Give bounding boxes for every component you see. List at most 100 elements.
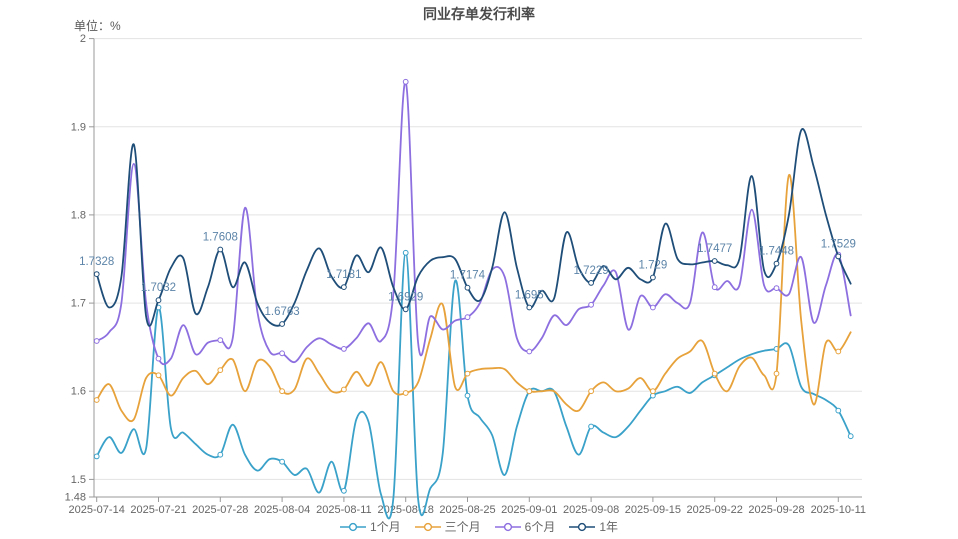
data-point-marker[interactable]: [217, 246, 224, 253]
legend-item-1年[interactable]: 1年: [569, 518, 618, 535]
legend-label: 6个月: [524, 520, 556, 534]
data-label: 1.6763: [265, 306, 300, 318]
data-point-marker[interactable]: [526, 388, 533, 395]
data-point-marker[interactable]: [464, 392, 471, 399]
data-point-marker[interactable]: [279, 458, 286, 465]
y-tick-label: 1.8: [71, 209, 86, 221]
data-point-marker[interactable]: [402, 249, 409, 256]
data-label: 1.695: [515, 290, 544, 302]
data-point-marker[interactable]: [464, 370, 471, 377]
data-point-marker[interactable]: [588, 301, 594, 308]
y-tick-label: 1.48: [65, 492, 86, 504]
unit-label: 单位：%: [74, 19, 121, 33]
x-tick-label: 2025-07-21: [130, 504, 186, 516]
x-tick-label: 2025-09-22: [687, 504, 743, 516]
data-point-marker[interactable]: [650, 388, 656, 395]
data-point-marker[interactable]: [588, 280, 594, 286]
chart-legend: 1个月 三个月 6个月 1年: [0, 518, 958, 535]
data-label: 1.7477: [697, 243, 732, 255]
data-point-marker[interactable]: [93, 338, 100, 344]
data-point-marker[interactable]: [155, 297, 162, 304]
series-line-1个月[interactable]: [95, 251, 852, 520]
data-label: 1.7328: [79, 256, 114, 268]
data-point-marker[interactable]: [402, 78, 409, 85]
data-point-marker[interactable]: [464, 284, 471, 291]
data-label: 1.7229: [574, 265, 609, 277]
data-point-marker[interactable]: [93, 397, 100, 403]
y-tick-label: 1.7: [71, 298, 86, 310]
data-label: 1.7181: [326, 269, 361, 281]
legend-line-marker-icon: [569, 522, 596, 531]
chart-title: 同业存单发行利率: [423, 6, 535, 22]
data-point-marker[interactable]: [217, 337, 224, 344]
data-point-marker[interactable]: [773, 260, 780, 267]
x-tick-label: 2025-07-28: [192, 504, 248, 516]
data-point-marker[interactable]: [93, 271, 100, 278]
y-tick-label: 1.9: [71, 121, 86, 133]
data-point-marker[interactable]: [526, 348, 533, 355]
data-point-marker[interactable]: [155, 355, 162, 362]
series-line-三个月[interactable]: [95, 174, 852, 423]
data-point-marker[interactable]: [93, 453, 100, 460]
data-label: 1.7529: [821, 238, 856, 250]
data-point-marker[interactable]: [341, 346, 347, 352]
data-label: 1.6929: [388, 291, 423, 303]
x-tick-label: 2025-09-08: [563, 504, 619, 516]
data-point-marker[interactable]: [835, 348, 842, 355]
x-tick-label: 2025-09-01: [501, 504, 557, 516]
legend-label: 三个月: [444, 520, 481, 534]
data-point-marker[interactable]: [588, 388, 594, 395]
data-point-marker[interactable]: [835, 253, 842, 260]
y-tick-label: 1.6: [71, 386, 86, 398]
data-label: 1.7174: [450, 270, 486, 282]
data-point-marker[interactable]: [217, 367, 224, 374]
data-point-marker[interactable]: [341, 284, 347, 291]
data-point-marker[interactable]: [279, 350, 286, 357]
data-point-marker[interactable]: [402, 390, 409, 396]
y-tick-label: 1.5: [71, 474, 86, 486]
data-point-marker[interactable]: [341, 487, 347, 494]
legend-line-marker-icon: [339, 522, 366, 531]
series-line-6个月[interactable]: [95, 80, 852, 366]
data-label: 1.7608: [203, 232, 238, 244]
x-tick-label: 2025-07-14: [69, 504, 125, 516]
data-point-marker[interactable]: [835, 407, 842, 414]
x-tick-label: 2025-09-15: [625, 504, 681, 516]
data-point-marker[interactable]: [650, 274, 656, 281]
data-point-marker[interactable]: [341, 386, 347, 393]
data-point-marker[interactable]: [650, 304, 656, 311]
data-point-marker[interactable]: [464, 314, 471, 321]
series-line-1年[interactable]: [95, 128, 852, 327]
data-point-marker[interactable]: [773, 370, 780, 377]
data-point-marker[interactable]: [847, 433, 854, 440]
data-point-marker[interactable]: [773, 285, 780, 292]
legend-label: 1个月: [369, 520, 401, 534]
legend-label: 1年: [599, 520, 619, 534]
data-point-marker[interactable]: [155, 372, 162, 379]
legend-item-6个月[interactable]: 6个月: [494, 518, 556, 535]
data-point-marker[interactable]: [217, 451, 224, 458]
data-point-marker[interactable]: [279, 388, 286, 395]
data-label: 1.7032: [141, 282, 176, 294]
x-tick-label: 2025-08-04: [254, 504, 310, 516]
x-tick-label: 2025-10-11: [811, 504, 866, 516]
data-point-marker[interactable]: [711, 284, 718, 291]
data-label: 1.7448: [759, 246, 794, 258]
legend-line-marker-icon: [494, 522, 521, 531]
data-point-marker[interactable]: [279, 321, 286, 327]
x-tick-label: 2025-08-11: [316, 504, 371, 516]
y-tick-label: 2: [80, 33, 86, 45]
x-tick-label: 2025-08-25: [439, 504, 495, 516]
data-point-marker[interactable]: [526, 304, 533, 311]
data-point-marker[interactable]: [711, 258, 718, 264]
data-point-marker[interactable]: [588, 423, 594, 430]
legend-item-1个月[interactable]: 1个月: [339, 518, 401, 535]
data-point-marker[interactable]: [711, 370, 718, 377]
legend-item-三个月[interactable]: 三个月: [414, 518, 481, 535]
data-label: 1.729: [639, 260, 668, 272]
legend-line-marker-icon: [414, 522, 441, 531]
x-tick-label: 2025-09-28: [748, 504, 804, 516]
data-point-marker[interactable]: [402, 306, 409, 313]
